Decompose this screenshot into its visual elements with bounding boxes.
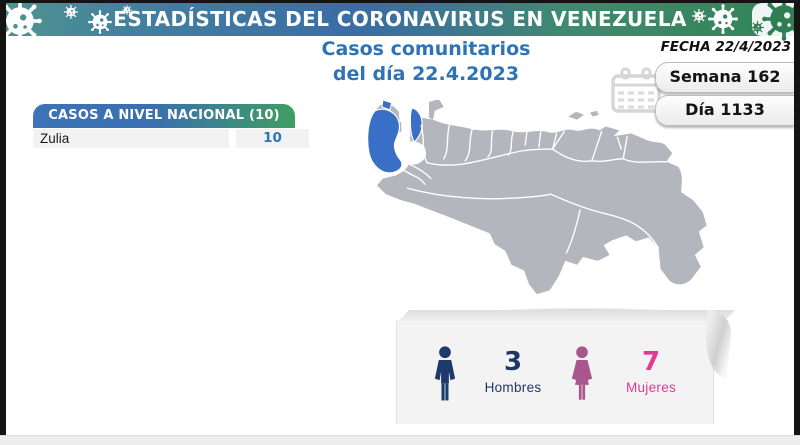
state-borders [403,123,668,254]
subtitle-line1: Casos comunitarios [321,38,531,60]
male-stat-group: 3 Hombres [429,346,549,402]
header-banner: ESTADÍSTICAS DEL CORONAVIRUS EN VENEZUEL… [6,3,794,36]
female-count: 7 [641,347,661,377]
margarita-island [568,111,585,120]
state-name-cell: Zulia [33,129,229,148]
female-label: Mujeres [625,380,677,395]
male-label: Hombres [484,380,542,395]
islet [589,110,599,117]
infographic-page: ESTADÍSTICAS DEL CORONAVIRUS EN VENEZUEL… [6,3,794,436]
male-count: 3 [503,347,523,377]
venezuela-map [367,100,707,295]
page-title: ESTADÍSTICAS DEL CORONAVIRUS EN VENEZUEL… [113,7,687,31]
female-icon [571,346,593,400]
subtitle-line2: del día 22.4.2023 [332,63,520,85]
cell-gap [229,129,236,148]
table-row: Zulia 10 [33,129,309,148]
state-zulia-tip [381,100,393,111]
date-label: FECHA 22/4/2023 [660,39,791,55]
gender-panel: 3 Hombres 7 Mujeres [396,320,714,424]
subtitle: Casos comunitarios del día 22.4.2023 [261,37,591,87]
state-zulia [367,108,403,174]
state-zulia-east-strip [409,107,423,144]
lake-maracaibo [398,141,427,165]
week-badge: Semana 162 [655,62,794,93]
cases-table-header: CASOS A NIVEL NACIONAL (10) [33,104,295,128]
calendar-icon [611,67,661,113]
male-icon [434,346,456,401]
state-value-cell: 10 [236,129,309,148]
cases-table: CASOS A NIVEL NACIONAL (10) Zulia 10 [33,104,309,148]
footer-strip [0,435,800,445]
map-country-shape [371,102,707,295]
day-badge: Día 1133 [655,95,794,126]
female-stat-group: 7 Mujeres [565,346,687,402]
